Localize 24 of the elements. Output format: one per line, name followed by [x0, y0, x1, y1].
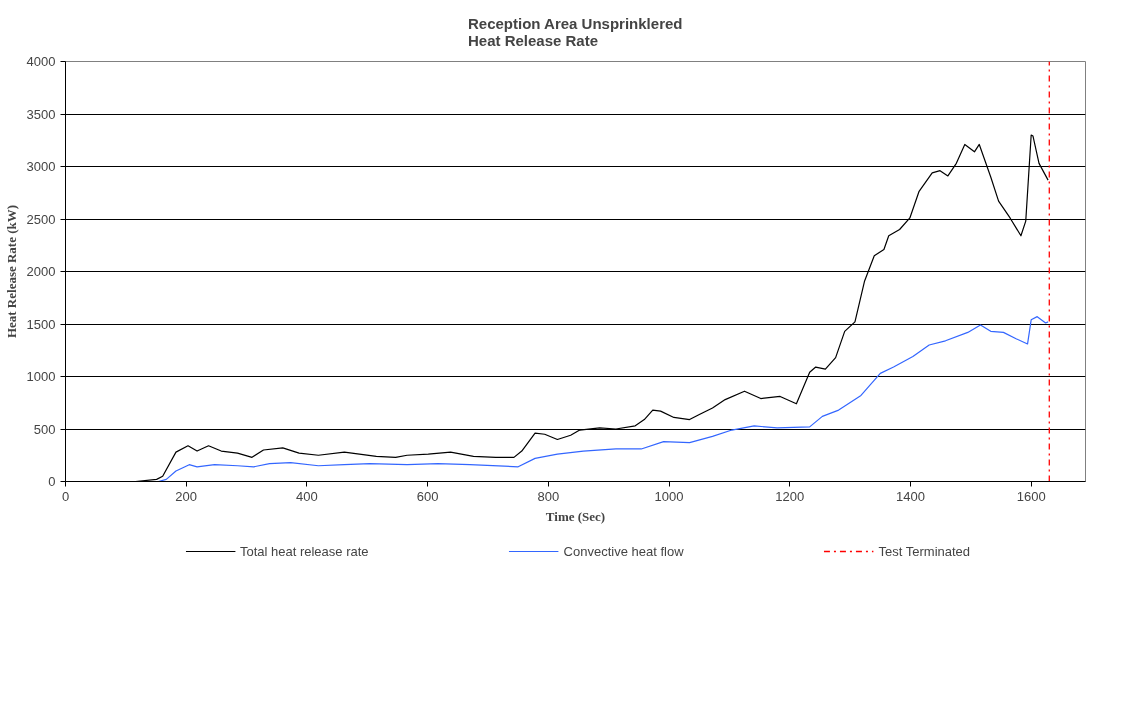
y-tick-label: 1500 — [26, 316, 56, 332]
y-tick-label: 1000 — [26, 369, 56, 384]
x-tick-label: 1400 — [896, 488, 925, 504]
x-tick-label: 800 — [537, 488, 560, 504]
y-axis-title: Heat Release Rate (kW) — [3, 204, 19, 339]
legend-label: Total heat release rate — [239, 543, 369, 559]
legend-label: Convective heat flow — [563, 543, 684, 559]
x-tick-label: 1600 — [1016, 488, 1046, 504]
x-tick-label: 0 — [61, 488, 70, 504]
x-axis-title: Time (Sec) — [545, 508, 606, 524]
chart-title: Reception Area Unsprinklered Heat Release Rate — [467, 15, 683, 49]
y-tick-label: 3000 — [26, 159, 56, 174]
x-tick-label: 1000 — [654, 488, 684, 504]
y-tick-label: 2500 — [26, 211, 56, 227]
y-tick-label: 4000 — [26, 54, 56, 69]
x-tick-label: 600 — [416, 488, 439, 504]
x-tick-label: 1200 — [775, 488, 805, 504]
x-tick-label: 200 — [175, 488, 198, 504]
legend-label: Test Terminated — [878, 543, 971, 559]
y-tick-label: 500 — [33, 421, 56, 437]
y-tick-label: 0 — [48, 474, 56, 489]
y-tick-label: 3500 — [26, 106, 56, 122]
y-tick-label: 2000 — [26, 264, 56, 279]
x-tick-label: 400 — [296, 488, 318, 504]
